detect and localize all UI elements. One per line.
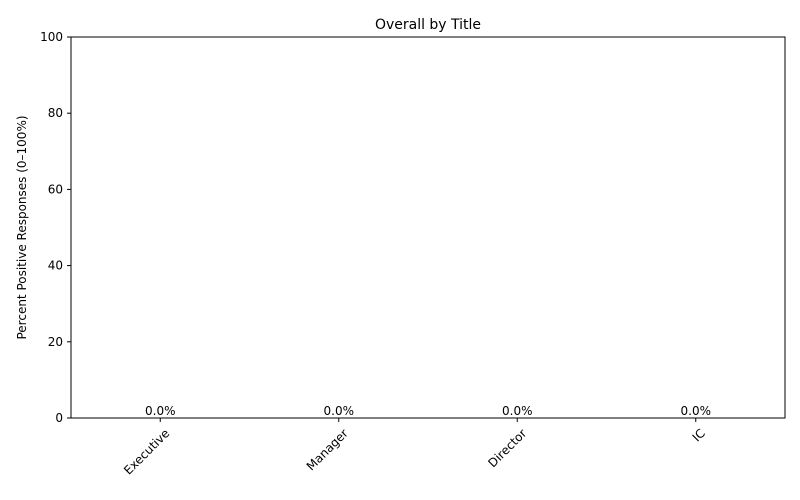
chart-title: Overall by Title xyxy=(375,17,481,33)
x-tick-label: Executive xyxy=(121,426,172,477)
y-axis-ticks: 0 20 40 60 80 100 xyxy=(40,30,71,425)
y-tick-label: 100 xyxy=(40,30,63,44)
y-tick-label: 80 xyxy=(48,106,63,120)
y-tick-label: 60 xyxy=(48,182,63,196)
y-axis-label: Percent Positive Responses (0–100%) xyxy=(15,115,29,339)
bar-value-label: 0.0% xyxy=(502,404,533,418)
data-labels: 0.0% 0.0% 0.0% 0.0% xyxy=(145,404,711,418)
plot-frame xyxy=(70,36,786,419)
x-tick-label: Director xyxy=(485,426,529,470)
bar-value-label: 0.0% xyxy=(145,404,176,418)
x-axis-ticks: Executive Manager Director IC xyxy=(121,418,708,477)
y-tick-label: 20 xyxy=(48,335,63,349)
x-tick-label: IC xyxy=(690,426,708,444)
x-tick-label: Manager xyxy=(304,426,351,473)
bar-value-label: 0.0% xyxy=(324,404,355,418)
y-tick-label: 0 xyxy=(55,411,63,425)
bar-value-label: 0.0% xyxy=(681,404,712,418)
y-tick-label: 40 xyxy=(48,259,63,273)
